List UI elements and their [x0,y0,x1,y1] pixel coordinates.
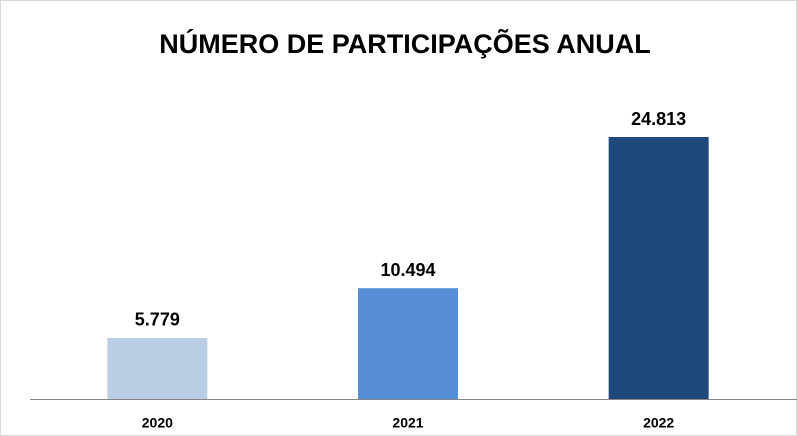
bar [107,337,208,399]
bar [358,288,458,399]
data-label: 24.813 [631,109,686,129]
x-tick-label: 2021 [392,415,423,431]
data-label: 10.494 [380,260,435,280]
chart-title: NÚMERO DE PARTICIPAÇÕES ANUAL [159,28,651,59]
x-tick-label: 2020 [142,415,173,431]
x-tick-label: 2022 [643,415,674,431]
data-label: 5.779 [135,310,180,330]
bar [608,137,709,399]
